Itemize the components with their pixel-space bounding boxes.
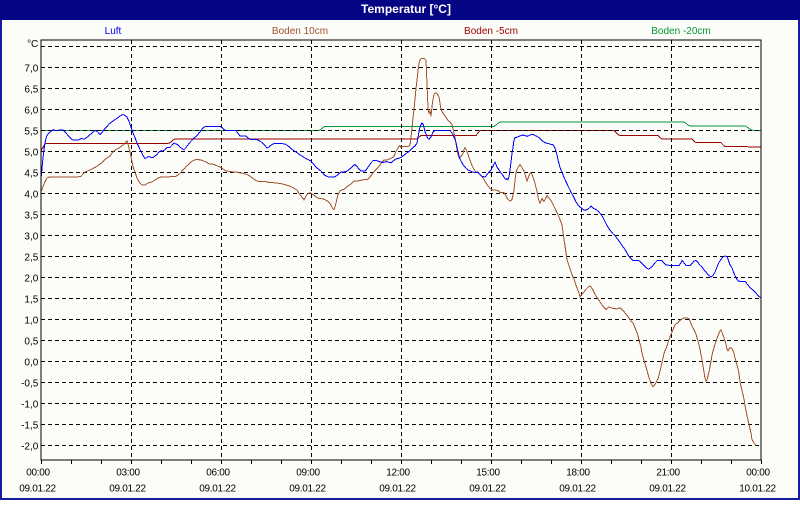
svg-text:09:00: 09:00 [296, 468, 320, 479]
svg-text:00:00: 00:00 [26, 468, 50, 479]
svg-text:1,5: 1,5 [24, 295, 38, 306]
svg-text:06:00: 06:00 [206, 468, 230, 479]
svg-text:°C: °C [27, 39, 38, 50]
svg-text:4,5: 4,5 [24, 169, 38, 180]
svg-text:09.01.22: 09.01.22 [649, 484, 686, 495]
svg-text:5,0: 5,0 [24, 148, 38, 159]
svg-text:2,0: 2,0 [24, 274, 38, 285]
svg-text:0,5: 0,5 [24, 337, 38, 348]
svg-text:3,5: 3,5 [24, 211, 38, 222]
svg-text:4,0: 4,0 [24, 190, 38, 201]
svg-text:Boden -5cm: Boden -5cm [464, 26, 518, 37]
svg-text:3,0: 3,0 [24, 232, 38, 243]
svg-text:Luft: Luft [105, 26, 122, 37]
svg-text:Boden -20cm: Boden -20cm [651, 26, 710, 37]
svg-text:09.01.22: 09.01.22 [469, 484, 506, 495]
svg-text:03:00: 03:00 [116, 468, 140, 479]
svg-text:6,0: 6,0 [24, 106, 38, 117]
svg-text:09.01.22: 09.01.22 [109, 484, 146, 495]
svg-text:2,5: 2,5 [24, 253, 38, 264]
svg-text:09.01.22: 09.01.22 [19, 484, 56, 495]
svg-text:-1,0: -1,0 [21, 400, 39, 411]
svg-text:12:00: 12:00 [386, 468, 410, 479]
svg-text:Boden 10cm: Boden 10cm [272, 26, 328, 37]
svg-text:0,0: 0,0 [24, 358, 38, 369]
svg-text:-2,0: -2,0 [21, 442, 39, 453]
svg-text:09.01.22: 09.01.22 [289, 484, 326, 495]
svg-text:6,5: 6,5 [24, 85, 38, 96]
svg-text:5,5: 5,5 [24, 127, 38, 138]
svg-text:18:00: 18:00 [566, 468, 590, 479]
svg-text:09.01.22: 09.01.22 [199, 484, 236, 495]
svg-text:15:00: 15:00 [476, 468, 500, 479]
svg-text:10.01.22: 10.01.22 [739, 484, 776, 495]
svg-text:09.01.22: 09.01.22 [559, 484, 596, 495]
svg-text:09.01.22: 09.01.22 [379, 484, 416, 495]
svg-text:00:00: 00:00 [746, 468, 770, 479]
svg-text:7,0: 7,0 [24, 64, 38, 75]
svg-text:21:00: 21:00 [656, 468, 680, 479]
svg-text:1,0: 1,0 [24, 316, 38, 327]
svg-text:-0,5: -0,5 [21, 379, 39, 390]
svg-text:-1,5: -1,5 [21, 421, 39, 432]
